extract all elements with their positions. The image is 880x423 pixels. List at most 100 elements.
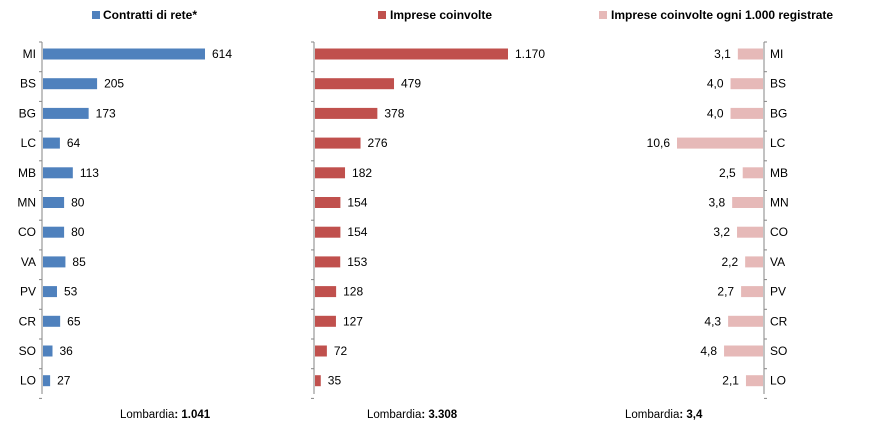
- value-label: 72: [334, 344, 348, 358]
- category-label: SO: [19, 344, 36, 358]
- category-label: MB: [18, 166, 36, 180]
- category-label: LO: [770, 374, 786, 388]
- bar: [677, 137, 763, 149]
- category-label: VA: [21, 255, 36, 269]
- footer-total: Lombardia: 3,4: [625, 409, 703, 421]
- bar: [741, 286, 763, 298]
- value-label: 53: [64, 285, 78, 299]
- category-label: CO: [770, 225, 788, 239]
- value-label: 479: [401, 77, 421, 91]
- value-label: 3,2: [713, 225, 730, 239]
- value-label: 127: [343, 314, 363, 328]
- value-label: 64: [67, 136, 81, 150]
- bar: [724, 345, 763, 357]
- bar: [730, 78, 763, 90]
- value-label: 2,1: [722, 374, 739, 388]
- category-label: CO: [18, 225, 36, 239]
- value-label: 2,7: [717, 285, 734, 299]
- bar: [315, 107, 378, 119]
- value-label: 80: [71, 225, 85, 239]
- value-label: 36: [59, 344, 73, 358]
- value-label: 128: [343, 285, 363, 299]
- value-label: 35: [328, 374, 342, 388]
- bar: [742, 167, 763, 179]
- category-label: LO: [20, 374, 36, 388]
- value-label: 3,8: [708, 196, 725, 210]
- value-label: 1.170: [515, 47, 545, 61]
- panel-imprese-coinvolte: Imprese coinvolte 1.170 479 378 276 182 154 154…: [311, 8, 545, 421]
- bar: [43, 286, 57, 298]
- category-label: BS: [20, 77, 36, 91]
- bar: [315, 137, 361, 149]
- value-label: 80: [71, 196, 85, 210]
- category-label: MN: [770, 196, 789, 210]
- value-label: 276: [368, 136, 388, 150]
- value-label: 182: [352, 166, 372, 180]
- category-label: SO: [770, 344, 787, 358]
- category-label: CR: [770, 314, 788, 328]
- bar: [728, 315, 763, 327]
- panel-contratti-di-rete: Contratti di rete* 614 MI 205 BS 173 BG 64 LC 113…: [17, 8, 232, 421]
- bar: [43, 78, 98, 90]
- category-label: PV: [770, 285, 786, 299]
- panel-imprese-ogni-mille: Imprese coinvolte ogni 1.000 registrate 3…: [599, 8, 833, 421]
- value-label: 154: [347, 196, 367, 210]
- bar: [730, 107, 763, 119]
- footer-value: : 1.041: [174, 409, 210, 421]
- value-label: 154: [347, 225, 367, 239]
- value-label: 4,8: [700, 344, 717, 358]
- bar: [315, 48, 508, 60]
- footer-total: Lombardia: 1.041: [120, 409, 211, 421]
- bar: [732, 197, 763, 208]
- legend-swatch: [378, 11, 386, 19]
- value-label: 4,0: [707, 106, 724, 120]
- bar: [315, 315, 336, 327]
- category-label: BS: [770, 77, 786, 91]
- value-label: 205: [104, 77, 124, 91]
- bar: [43, 226, 65, 238]
- bar: [745, 256, 763, 268]
- value-label: 2,5: [719, 166, 736, 180]
- bar: [315, 78, 395, 90]
- bar: [315, 345, 327, 357]
- legend-label: Contratti di rete*: [103, 8, 197, 22]
- value-label: 614: [212, 47, 232, 61]
- bar: [43, 375, 51, 387]
- value-label: 10,6: [647, 136, 671, 150]
- value-label: 3,1: [714, 47, 731, 61]
- footer-prefix: Lombardia: [120, 409, 175, 421]
- bar: [315, 197, 341, 208]
- bar: [43, 256, 66, 268]
- category-label: CR: [19, 314, 37, 328]
- bar: [737, 48, 763, 60]
- value-label: 2,2: [721, 255, 738, 269]
- bar: [43, 48, 205, 60]
- value-label: 65: [67, 314, 81, 328]
- bar: [315, 256, 341, 268]
- bar: [43, 107, 89, 119]
- bar: [43, 345, 53, 357]
- legend-label: Imprese coinvolte: [390, 8, 492, 22]
- category-label: LC: [21, 136, 37, 150]
- category-label: BG: [770, 106, 787, 120]
- legend-swatch: [92, 11, 100, 19]
- value-label: 4,3: [704, 314, 721, 328]
- value-label: 27: [57, 374, 71, 388]
- bar: [315, 286, 337, 298]
- footer-total: Lombardia: 3.308: [367, 409, 458, 421]
- value-label: 378: [384, 106, 404, 120]
- category-label: MN: [17, 196, 36, 210]
- bar: [43, 197, 65, 208]
- category-label: PV: [20, 285, 36, 299]
- legend-label: Imprese coinvolte ogni 1.000 registrate: [611, 8, 833, 22]
- bar: [43, 315, 61, 327]
- footer-value: : 3.308: [421, 409, 457, 421]
- legend-swatch: [599, 11, 607, 19]
- footer-value: : 3,4: [679, 409, 703, 421]
- category-label: MB: [770, 166, 788, 180]
- category-label: BG: [19, 106, 36, 120]
- value-label: 113: [80, 166, 99, 180]
- bar: [43, 167, 73, 179]
- bar: [315, 167, 346, 179]
